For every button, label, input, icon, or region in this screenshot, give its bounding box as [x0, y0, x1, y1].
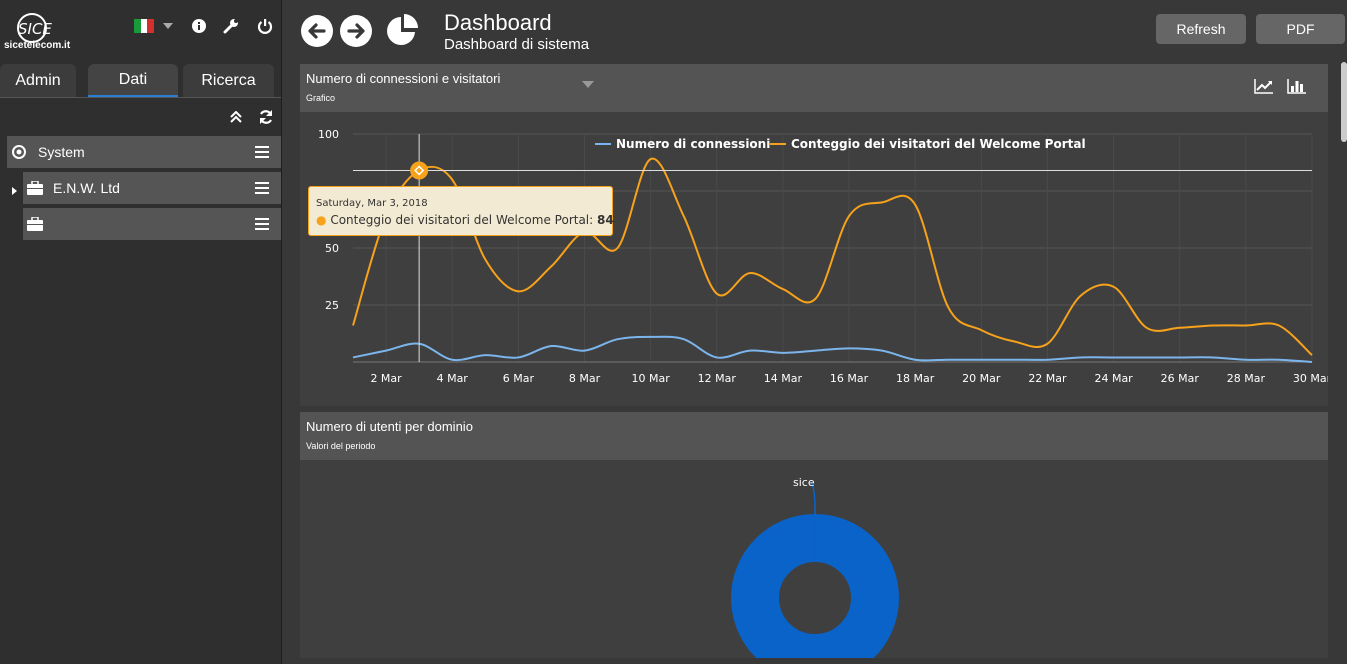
legend-item: Conteggio dei visitatori del Welcome Por… [791, 137, 1086, 151]
connections-panel: Numero di connessioni e visitatori Grafi… [300, 64, 1328, 406]
series-line [352, 335, 1313, 363]
panel-title: Numero di connessioni e visitatori [306, 71, 501, 86]
x-tick-label: 2 Mar [370, 372, 402, 385]
briefcase-icon [27, 181, 43, 195]
sice-logo: SICE [17, 13, 52, 43]
x-tick-label: 22 Mar [1028, 372, 1067, 385]
refresh-button[interactable]: Refresh [1156, 14, 1246, 44]
briefcase-icon [27, 217, 43, 231]
x-tick-label: 16 Mar [830, 372, 869, 385]
menu-icon[interactable] [255, 218, 269, 230]
pie-label: sice [793, 476, 815, 489]
tree-item-company[interactable]: E.N.W. Ltd [23, 172, 281, 204]
pdf-button[interactable]: PDF [1256, 14, 1345, 44]
x-tick-label: 14 Mar [764, 372, 803, 385]
collapse-all-icon[interactable] [226, 108, 246, 126]
tab-dati[interactable]: Dati [88, 64, 178, 97]
panel-title: Numero di utenti per dominio [306, 419, 473, 434]
tooltip-series: Conteggio dei visitatori del Welcome Por… [330, 213, 594, 227]
back-button[interactable] [301, 15, 333, 47]
target-icon [12, 145, 26, 159]
menu-icon[interactable] [255, 146, 269, 158]
hover-point-marker [414, 165, 425, 176]
panel-header: Numero di utenti per dominio Valori del … [300, 412, 1328, 460]
x-tick-label: 18 Mar [896, 372, 935, 385]
info-icon[interactable] [188, 15, 210, 37]
top-bar: Dashboard Dashboard di sistema Refresh P… [282, 0, 1347, 62]
chevron-down-icon[interactable] [157, 15, 179, 37]
power-icon[interactable] [254, 15, 276, 37]
users-panel: Numero di utenti per dominio Valori del … [300, 412, 1328, 658]
y-tick-label: 50 [325, 242, 339, 255]
x-tick-label: 20 Mar [962, 372, 1001, 385]
pie-chart: sice [731, 476, 899, 658]
x-tick-label: 30 Mar [1293, 372, 1328, 385]
y-tick-label: 100 [318, 128, 339, 141]
x-tick-label: 28 Mar [1227, 372, 1266, 385]
expand-arrow-icon[interactable] [11, 183, 19, 195]
tree-item-label: System [38, 144, 85, 160]
pie-chart-icon [384, 13, 420, 49]
logo-text: sicetelecom.it [4, 40, 71, 51]
menu-icon[interactable] [255, 182, 269, 194]
tooltip-date: Saturday, Mar 3, 2018 [316, 198, 428, 209]
legend-item: Numero di connessioni [616, 137, 770, 151]
hover-point [410, 161, 429, 180]
sidebar-tabs: Admin Dati Ricerca [0, 64, 281, 97]
refresh-icon[interactable] [256, 108, 276, 126]
bar-chart-icon[interactable] [1287, 78, 1307, 99]
language-flag-icon[interactable] [134, 19, 155, 33]
page-subtitle: Dashboard di sistema [444, 36, 590, 53]
y-tick-label: 25 [325, 299, 339, 312]
x-tick-label: 8 Mar [569, 372, 601, 385]
panel-subtitle: Valori del periodo [306, 441, 376, 451]
x-tick-label: 26 Mar [1161, 372, 1200, 385]
tree-item-system[interactable]: System [7, 136, 281, 168]
series-line [352, 157, 1313, 356]
x-tick-label: 6 Mar [503, 372, 535, 385]
x-tick-label: 24 Mar [1094, 372, 1133, 385]
panel-dropdown-icon[interactable] [582, 76, 594, 94]
line-chart-icon[interactable] [1254, 78, 1274, 99]
tooltip-value: 84 [597, 213, 614, 227]
scrollbar[interactable] [1341, 62, 1347, 142]
x-tick-label: 12 Mar [698, 372, 737, 385]
panel-header: Numero di connessioni e visitatori Grafi… [300, 64, 1328, 112]
x-tick-label: 4 Mar [437, 372, 469, 385]
svg-text:SICE: SICE [18, 20, 52, 38]
tab-admin[interactable]: Admin [0, 64, 76, 97]
forward-button[interactable] [340, 15, 372, 47]
wrench-icon[interactable] [220, 15, 242, 37]
sidebar: SICE sicetelecom.it Admin Dati Ricerca S… [0, 0, 282, 664]
arrow-right-icon [347, 23, 365, 39]
x-tick-label: 10 Mar [631, 372, 670, 385]
arrow-left-icon [308, 23, 326, 39]
tree-item-label: E.N.W. Ltd [53, 180, 120, 196]
tooltip-marker: ● [316, 213, 327, 227]
tab-divider [0, 97, 281, 98]
pie-connector [810, 481, 816, 560]
chart-tooltip: Saturday, Mar 3, 2018 ● Conteggio dei vi… [308, 186, 614, 236]
tree-item-unnamed[interactable] [23, 208, 281, 240]
page-title: Dashboard [444, 10, 552, 35]
panel-subtitle: Grafico [306, 93, 336, 103]
tab-ricerca[interactable]: Ricerca [183, 64, 274, 97]
